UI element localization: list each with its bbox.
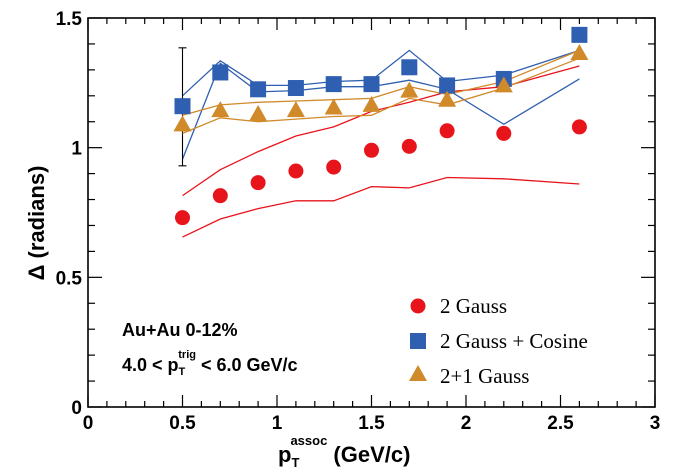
data-point-square bbox=[250, 81, 267, 98]
x-axis-title-base: p bbox=[278, 442, 291, 467]
x-tick-label: 1 bbox=[272, 413, 283, 434]
data-point-triangle bbox=[286, 101, 305, 118]
data-point-square bbox=[212, 64, 229, 81]
x-axis-title-unit: (GeV/c) bbox=[327, 442, 410, 467]
data-point-circle bbox=[212, 188, 228, 204]
x-tick-label: 0 bbox=[83, 413, 94, 434]
annotation-line2-sub: T bbox=[179, 366, 186, 378]
circle-band-upper-line bbox=[182, 65, 580, 197]
annotation-line2-suffix: < 6.0 GeV/c bbox=[196, 355, 298, 375]
data-point-square bbox=[287, 80, 304, 97]
data-point-square bbox=[571, 26, 588, 43]
data-point-square bbox=[363, 76, 380, 93]
annotation-line1: Au+Au 0-12% bbox=[122, 320, 238, 340]
data-point-triangle bbox=[570, 44, 589, 61]
square-band-upper-line bbox=[182, 49, 580, 97]
x-tick-label: 0.5 bbox=[169, 413, 196, 434]
data-point-circle bbox=[250, 175, 266, 191]
data-point-square bbox=[174, 98, 191, 115]
legend-label-2-gauss: 2 Gauss bbox=[440, 294, 507, 318]
annotation-line2-prefix: 4.0 < p bbox=[122, 355, 179, 375]
y-tick-label: 0 bbox=[71, 398, 82, 419]
triangle-band-upper-line bbox=[182, 49, 580, 116]
data-point-triangle bbox=[362, 95, 381, 112]
data-point-circle bbox=[439, 123, 455, 139]
data-point-triangle bbox=[324, 98, 343, 115]
x-tick-label: 2.5 bbox=[547, 413, 574, 434]
model-bands bbox=[178, 47, 580, 238]
data-markers bbox=[173, 26, 589, 226]
data-point-circle bbox=[496, 125, 512, 141]
annotation-line2: 4.0 < pTtrig < 6.0 GeV/c bbox=[122, 349, 298, 378]
y-tick-label: 1.5 bbox=[56, 9, 83, 30]
data-point-circle bbox=[571, 119, 587, 135]
triangle-band-lower-line bbox=[182, 57, 580, 135]
x-axis-title: pTassoc (GeV/c) bbox=[278, 433, 410, 470]
data-point-triangle bbox=[173, 115, 192, 132]
legend-label-2-gauss-cosine: 2 Gauss + Cosine bbox=[440, 329, 588, 353]
legend-marker-2-gauss bbox=[410, 298, 426, 314]
legend: 2 Gauss 2 Gauss + Cosine 2+1 Gauss bbox=[409, 294, 588, 388]
x-axis-title-sub: T bbox=[291, 455, 299, 470]
data-point-triangle bbox=[249, 104, 268, 121]
circle-band-lower-line bbox=[182, 176, 580, 238]
x-tick-label: 3 bbox=[650, 413, 661, 434]
data-point-square bbox=[325, 76, 342, 93]
data-point-square bbox=[401, 59, 418, 76]
data-point-triangle bbox=[494, 76, 513, 93]
square-band-lower-line bbox=[181, 62, 580, 160]
data-point-triangle bbox=[211, 101, 230, 118]
axis-ticks: 0 0.5 1 1.5 2 2.5 3 0 0.5 1 1.5 bbox=[56, 9, 661, 434]
y-axis-title: Δ (radians) bbox=[24, 166, 49, 281]
data-point-circle bbox=[175, 210, 190, 226]
data-point-triangle bbox=[438, 90, 457, 107]
data-point-circle bbox=[326, 159, 342, 175]
annotation-line2-sup: trig bbox=[178, 349, 196, 361]
data-point-triangle bbox=[400, 81, 419, 98]
legend-marker-2-gauss-cosine bbox=[410, 333, 426, 349]
y-tick-label: 0.5 bbox=[56, 268, 83, 289]
data-point-circle bbox=[401, 138, 417, 154]
legend-marker-2plus1-gauss bbox=[409, 365, 427, 381]
data-point-circle bbox=[288, 163, 304, 179]
x-tick-label: 2 bbox=[461, 413, 472, 434]
data-point-circle bbox=[364, 142, 379, 158]
x-tick-label: 1.5 bbox=[358, 413, 385, 434]
y-tick-label: 1 bbox=[71, 139, 82, 160]
data-point-square bbox=[439, 77, 456, 94]
x-axis-title-sup: assoc bbox=[290, 433, 327, 448]
legend-label-2plus1-gauss: 2+1 Gauss bbox=[440, 364, 529, 388]
